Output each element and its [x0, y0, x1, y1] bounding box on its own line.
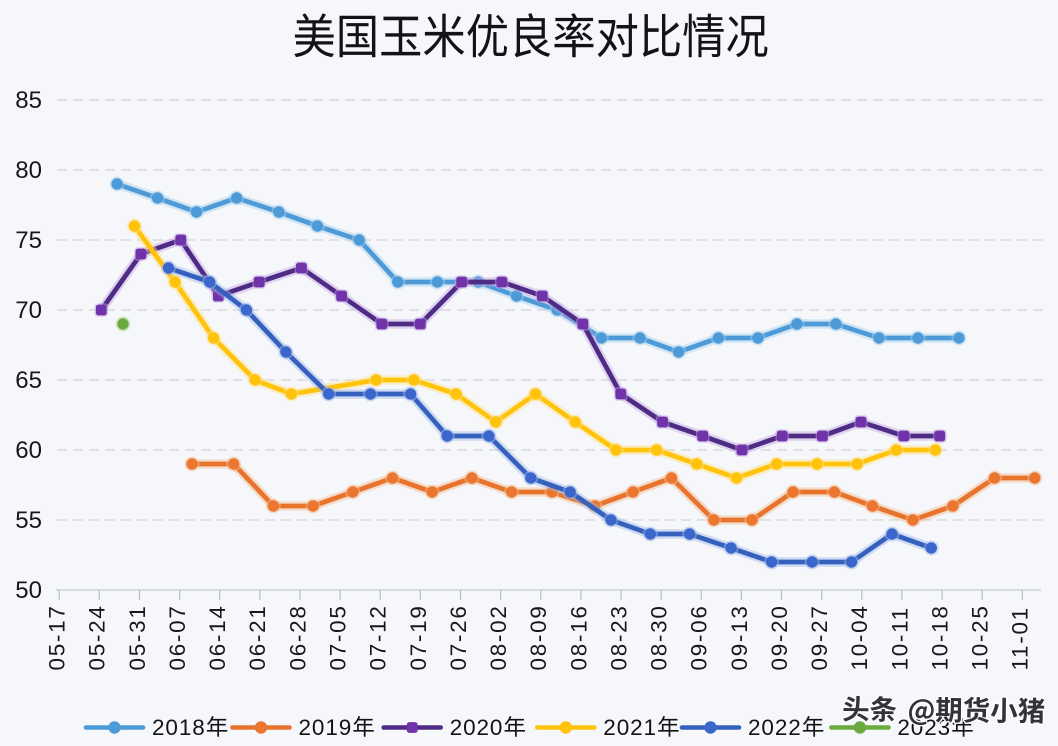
- svg-text:05-24: 05-24: [85, 604, 110, 670]
- svg-text:70: 70: [15, 297, 42, 324]
- svg-text:2021: 2021: [603, 715, 657, 740]
- svg-text:10-25: 10-25: [968, 604, 993, 670]
- svg-text:06-14: 06-14: [205, 604, 230, 670]
- svg-text:08-09: 08-09: [526, 604, 551, 670]
- svg-text:2019: 2019: [299, 715, 353, 740]
- svg-text:65: 65: [15, 367, 42, 394]
- svg-text:08-16: 08-16: [566, 604, 591, 670]
- svg-text:09-20: 09-20: [767, 604, 792, 670]
- svg-text:11-01: 11-01: [1008, 606, 1033, 670]
- svg-text:85: 85: [15, 87, 42, 114]
- svg-text:80: 80: [15, 157, 42, 184]
- svg-text:06-07: 06-07: [165, 604, 190, 670]
- svg-text:09-06: 09-06: [687, 604, 712, 670]
- svg-text:2020: 2020: [450, 715, 504, 740]
- svg-text:07-12: 07-12: [366, 604, 391, 670]
- svg-text:75: 75: [15, 227, 42, 254]
- svg-text:05-17: 05-17: [45, 604, 70, 670]
- svg-text:09-13: 09-13: [727, 604, 752, 670]
- svg-text:2022: 2022: [748, 715, 802, 740]
- svg-text:06-21: 06-21: [245, 604, 270, 670]
- svg-text:2018: 2018: [152, 715, 206, 740]
- svg-text:10-04: 10-04: [847, 604, 872, 670]
- svg-text:10-18: 10-18: [928, 604, 953, 670]
- svg-text:06-28: 06-28: [285, 604, 310, 670]
- svg-text:07-05: 07-05: [326, 604, 351, 670]
- svg-text:07-26: 07-26: [446, 604, 471, 670]
- svg-text:05-31: 05-31: [125, 604, 150, 670]
- svg-text:07-19: 07-19: [406, 604, 431, 670]
- svg-text:09-27: 09-27: [807, 604, 832, 670]
- svg-text:50: 50: [15, 577, 42, 604]
- svg-text:08-30: 08-30: [647, 604, 672, 670]
- svg-text:08-23: 08-23: [606, 604, 631, 670]
- svg-text:10-11: 10-11: [887, 606, 912, 670]
- svg-text:08-02: 08-02: [486, 604, 511, 670]
- svg-text:60: 60: [15, 437, 42, 464]
- svg-text:55: 55: [15, 507, 42, 534]
